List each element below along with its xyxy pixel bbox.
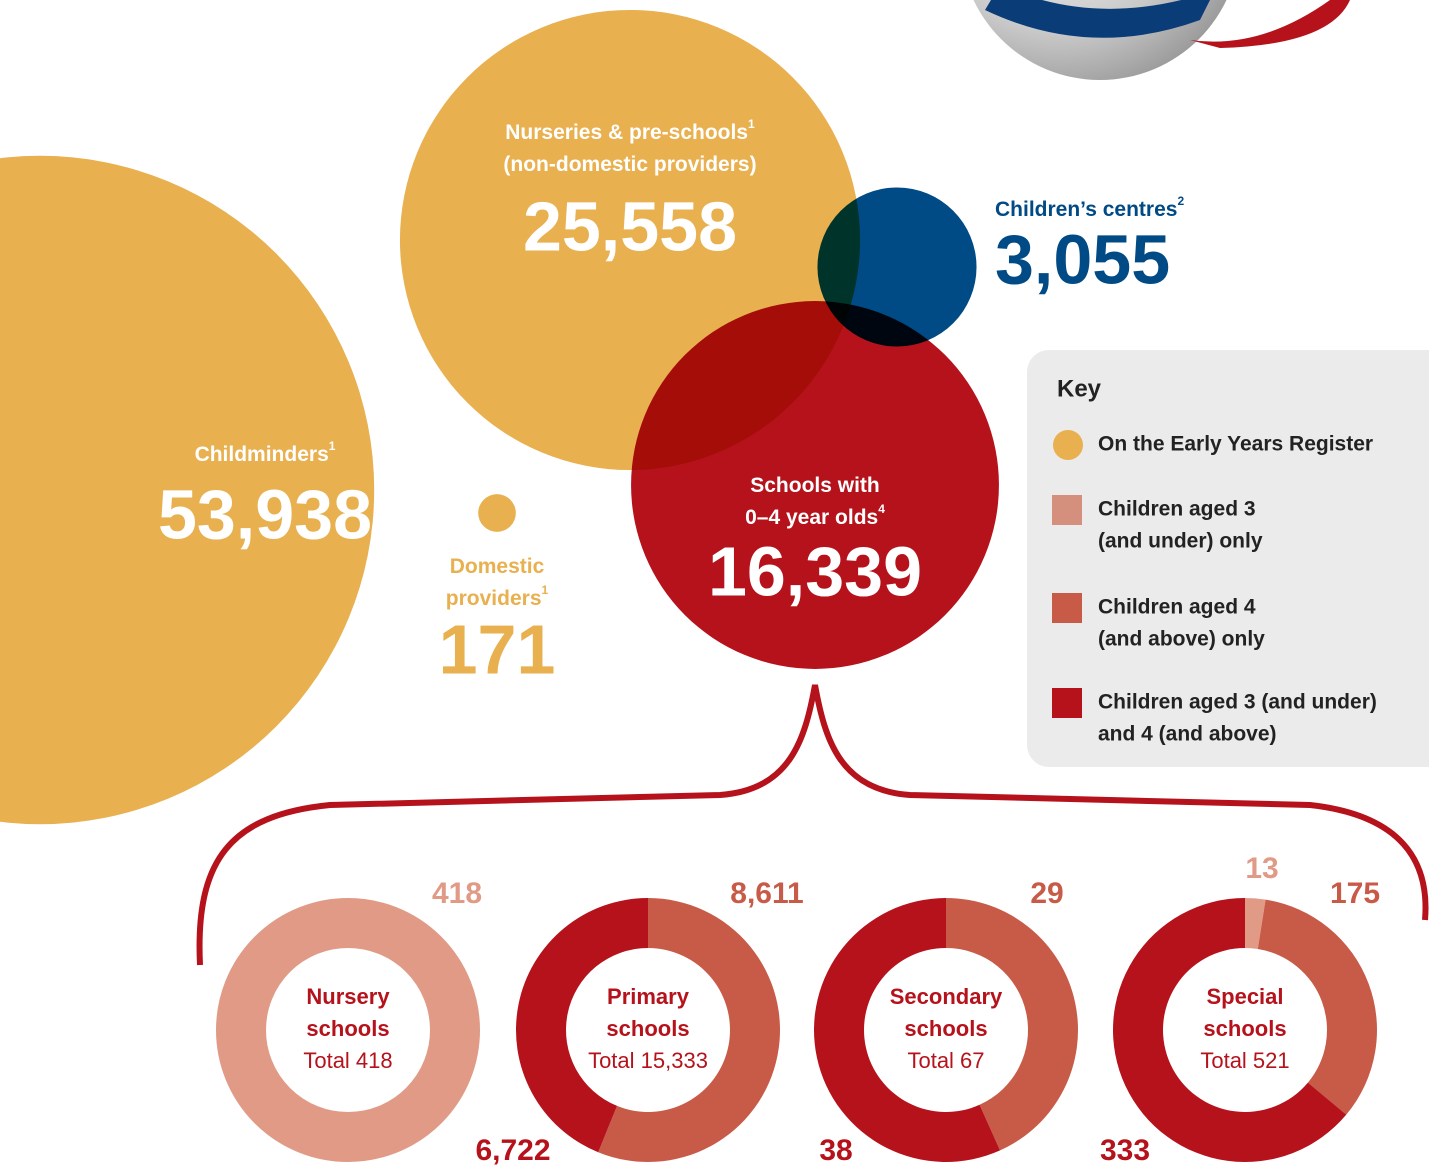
bubble-label: providers1 — [446, 583, 549, 609]
bubble — [817, 187, 976, 346]
bubble-value: 3,055 — [995, 220, 1170, 298]
bubble-label: Children’s centres2 — [995, 194, 1184, 220]
donut-title: Nursery — [306, 984, 390, 1009]
donut-title: Secondary — [890, 984, 1003, 1009]
donut-title: Special — [1206, 984, 1283, 1009]
footnote-marker: 2 — [1177, 194, 1184, 208]
key-title: Key — [1057, 375, 1102, 402]
donut-total: Total 521 — [1200, 1048, 1289, 1073]
bubble-label-line: Domestic — [450, 555, 545, 578]
page: Key On the Early Years Register Children … — [0, 0, 1429, 1171]
donut-value-label: 418 — [432, 877, 482, 910]
key-label: and 4 (and above) — [1098, 723, 1277, 746]
bubble-group — [0, 10, 999, 824]
donut-value-label: 6,722 — [475, 1134, 550, 1167]
bubble-value: 171 — [439, 610, 556, 688]
key-marker — [1053, 430, 1083, 460]
key-label: On the Early Years Register — [1098, 433, 1373, 456]
donut-total: Total 15,333 — [588, 1048, 708, 1073]
donut-value-label: 38 — [819, 1134, 852, 1167]
key-label: Children aged 4 — [1098, 596, 1256, 619]
bubble-value: 53,938 — [158, 475, 372, 553]
donut-title: Primary — [607, 984, 690, 1009]
donut-value-label: 333 — [1100, 1134, 1150, 1167]
footnote-marker: 1 — [748, 117, 755, 131]
bubble-label: (non-domestic providers) — [503, 153, 756, 176]
bubble-label: Schools with — [750, 474, 880, 497]
donut-value-label: 13 — [1245, 852, 1278, 885]
donut-title: schools — [1203, 1016, 1286, 1041]
footnote-marker: 1 — [542, 583, 549, 597]
bubble-label: Nurseries & pre-schools1 — [505, 117, 755, 143]
donut-value-label: 175 — [1330, 877, 1380, 910]
bubble-label-line: 0–4 year olds — [745, 506, 878, 529]
bubble-label: Childminders1 — [195, 439, 336, 465]
bubble-label-line: Children’s centres — [995, 198, 1177, 221]
bubble-label-line: (non-domestic providers) — [503, 153, 756, 176]
key-label: (and under) only — [1098, 530, 1263, 553]
bubble-label-line: Nurseries & pre-schools — [505, 121, 748, 144]
key-label: Children aged 3 — [1098, 498, 1256, 521]
footnote-marker: 1 — [329, 439, 336, 453]
decoration-sphere — [960, 0, 1350, 80]
donut-total: Total 67 — [907, 1048, 984, 1073]
bubble-label: 0–4 year olds4 — [745, 502, 885, 528]
donut-group: 418 Nursery schools Total 418 8,611 6,722 Prim… — [241, 852, 1380, 1167]
bubble — [478, 494, 516, 532]
donut-total: Total 418 — [303, 1048, 392, 1073]
key-marker — [1052, 593, 1082, 623]
donut-title: schools — [306, 1016, 389, 1041]
donut-title: schools — [606, 1016, 689, 1041]
key-marker — [1052, 495, 1082, 525]
bubble-label: Domestic — [450, 555, 545, 578]
donut-title: schools — [904, 1016, 987, 1041]
bubble-label-line: Schools with — [750, 474, 880, 497]
key-label: Children aged 3 (and under) — [1098, 691, 1377, 714]
bubble-label-line: providers — [446, 587, 542, 610]
bubble-value: 25,558 — [523, 187, 737, 265]
bubble-label-line: Childminders — [195, 443, 329, 466]
bubble-value: 16,339 — [708, 532, 922, 610]
key: Key On the Early Years Register Children … — [1027, 350, 1429, 767]
footnote-marker: 4 — [878, 502, 885, 516]
donut-value-label: 29 — [1030, 877, 1063, 910]
key-marker — [1052, 688, 1082, 718]
infographic: Key On the Early Years Register Children … — [0, 0, 1429, 1171]
donut-value-label: 8,611 — [730, 877, 803, 910]
key-label: (and above) only — [1098, 628, 1265, 651]
